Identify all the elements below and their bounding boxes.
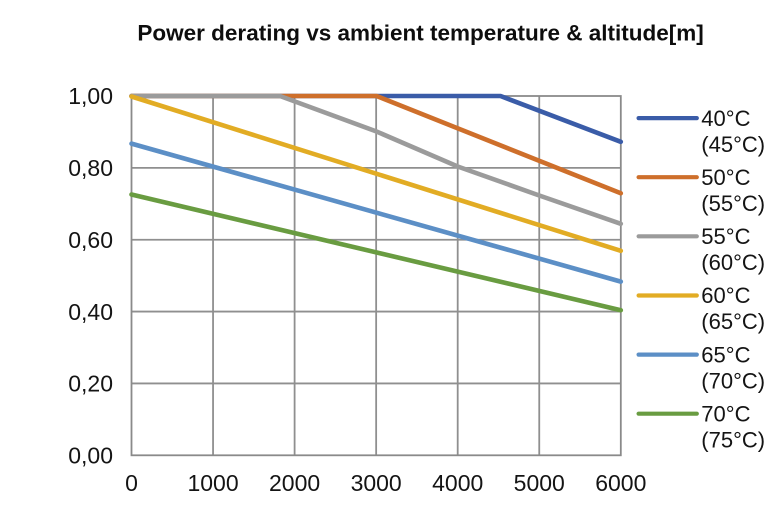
svg-text:2000: 2000 <box>269 470 320 496</box>
svg-text:(55°C): (55°C) <box>701 191 765 216</box>
svg-text:65°C: 65°C <box>701 342 750 367</box>
svg-text:(70°C): (70°C) <box>701 368 765 393</box>
svg-text:4000: 4000 <box>432 470 483 496</box>
svg-text:(65°C): (65°C) <box>701 309 765 334</box>
svg-text:Power derating vs ambient temp: Power derating vs ambient temperature & … <box>137 21 703 46</box>
svg-text:70°C: 70°C <box>701 402 750 427</box>
svg-text:0,60: 0,60 <box>68 227 113 253</box>
svg-text:50°C: 50°C <box>701 165 750 190</box>
svg-text:(45°C): (45°C) <box>701 132 765 157</box>
svg-text:60°C: 60°C <box>701 283 750 308</box>
svg-text:6000: 6000 <box>595 470 646 496</box>
svg-text:1,00: 1,00 <box>68 83 113 109</box>
svg-text:(60°C): (60°C) <box>701 250 765 275</box>
svg-text:3000: 3000 <box>351 470 402 496</box>
svg-text:1000: 1000 <box>187 470 238 496</box>
svg-text:0,40: 0,40 <box>68 299 113 325</box>
svg-text:5000: 5000 <box>514 470 565 496</box>
svg-text:55°C: 55°C <box>701 224 750 249</box>
svg-text:0,00: 0,00 <box>68 443 113 469</box>
svg-text:0: 0 <box>125 470 138 496</box>
svg-text:0,80: 0,80 <box>68 155 113 181</box>
svg-text:0,20: 0,20 <box>68 371 113 397</box>
svg-text:(75°C): (75°C) <box>701 428 765 453</box>
svg-text:40°C: 40°C <box>701 106 750 131</box>
